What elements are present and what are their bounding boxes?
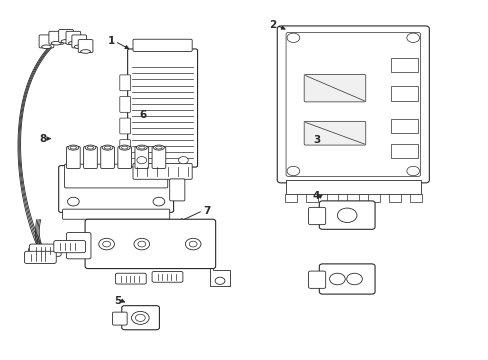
Bar [409,194,421,202]
Bar [390,86,417,101]
FancyBboxPatch shape [133,39,192,51]
Circle shape [346,273,362,285]
Ellipse shape [74,45,84,49]
Bar [390,58,417,72]
Ellipse shape [119,145,130,150]
FancyBboxPatch shape [169,179,184,201]
FancyBboxPatch shape [39,35,54,48]
FancyBboxPatch shape [277,26,428,183]
FancyBboxPatch shape [78,40,93,53]
Circle shape [189,241,197,247]
Bar [326,194,338,202]
Circle shape [67,197,79,206]
Text: 1: 1 [107,36,115,46]
Circle shape [99,238,114,250]
Bar [346,194,358,202]
Circle shape [131,311,149,324]
Text: 7: 7 [203,206,210,216]
Ellipse shape [102,145,113,150]
FancyBboxPatch shape [319,264,374,294]
Ellipse shape [41,45,51,49]
Bar [367,194,379,202]
Text: 8: 8 [39,134,46,144]
Ellipse shape [61,40,71,43]
FancyBboxPatch shape [115,273,146,284]
FancyBboxPatch shape [66,147,80,168]
Bar [285,180,420,194]
FancyBboxPatch shape [112,312,127,325]
Text: 4: 4 [312,191,320,201]
Ellipse shape [104,146,111,149]
FancyBboxPatch shape [62,209,169,219]
Ellipse shape [51,41,61,45]
Circle shape [178,157,188,164]
FancyBboxPatch shape [72,35,86,48]
Circle shape [153,197,164,206]
Bar [390,144,417,158]
FancyBboxPatch shape [308,271,325,288]
Ellipse shape [87,146,94,149]
FancyBboxPatch shape [85,219,215,269]
FancyBboxPatch shape [319,201,374,229]
Text: 5: 5 [114,296,121,306]
FancyBboxPatch shape [120,140,130,156]
FancyBboxPatch shape [59,166,173,212]
Text: 2: 2 [268,20,276,30]
FancyBboxPatch shape [49,31,63,44]
FancyBboxPatch shape [304,121,365,145]
Ellipse shape [153,145,164,150]
Circle shape [286,166,299,176]
FancyBboxPatch shape [66,31,81,44]
Ellipse shape [81,50,90,53]
Ellipse shape [85,145,96,150]
Bar [388,194,400,202]
Ellipse shape [68,145,79,150]
Circle shape [329,273,345,285]
Ellipse shape [121,146,128,149]
FancyBboxPatch shape [122,306,159,330]
FancyBboxPatch shape [120,96,130,112]
Circle shape [406,33,419,42]
FancyBboxPatch shape [64,164,167,188]
Bar [390,119,417,133]
Ellipse shape [70,146,77,149]
FancyBboxPatch shape [54,240,85,253]
Circle shape [185,238,201,250]
Ellipse shape [68,41,78,45]
Circle shape [134,238,149,250]
Circle shape [138,241,145,247]
FancyBboxPatch shape [304,75,365,102]
Circle shape [286,33,299,42]
Circle shape [102,241,110,247]
Bar [305,194,317,202]
FancyBboxPatch shape [152,271,183,282]
Text: 3: 3 [312,135,320,145]
Circle shape [215,277,224,284]
FancyBboxPatch shape [59,30,73,42]
FancyBboxPatch shape [120,75,130,91]
FancyBboxPatch shape [29,244,61,256]
FancyBboxPatch shape [133,163,192,179]
FancyBboxPatch shape [101,147,114,168]
FancyBboxPatch shape [24,251,56,264]
Polygon shape [181,263,229,286]
Circle shape [406,166,419,176]
FancyBboxPatch shape [127,49,197,167]
FancyBboxPatch shape [135,147,148,168]
Ellipse shape [155,146,162,149]
FancyBboxPatch shape [120,118,130,134]
Circle shape [337,208,356,222]
Circle shape [137,157,146,164]
FancyBboxPatch shape [83,147,97,168]
Ellipse shape [136,145,147,150]
FancyBboxPatch shape [285,32,420,176]
FancyBboxPatch shape [118,147,131,168]
FancyBboxPatch shape [308,207,325,225]
Circle shape [135,314,145,321]
FancyBboxPatch shape [66,233,91,259]
FancyBboxPatch shape [152,147,165,168]
Ellipse shape [138,146,145,149]
Text: 6: 6 [139,110,146,120]
Bar [285,194,296,202]
